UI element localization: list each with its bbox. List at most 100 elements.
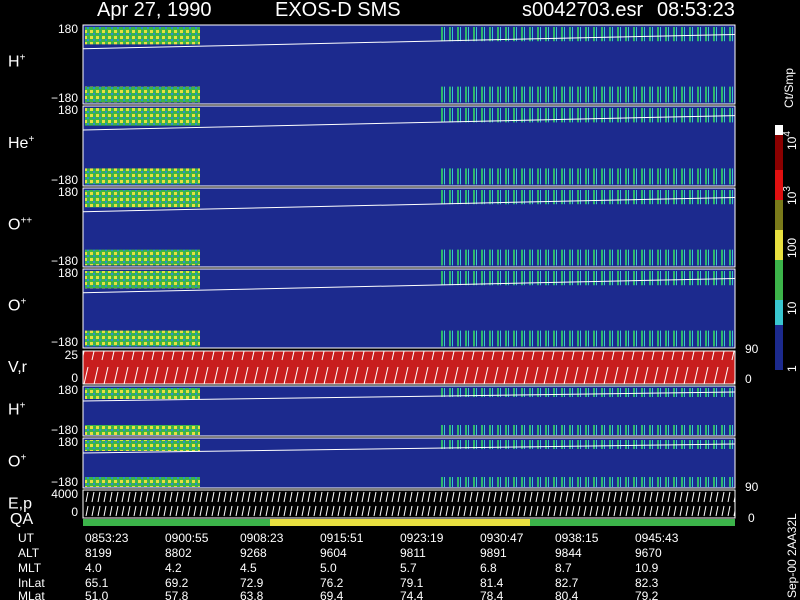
cell: 5.0 — [320, 561, 337, 575]
cell: 76.2 — [320, 576, 344, 590]
row-label: ALT — [18, 546, 40, 560]
trace-line — [82, 277, 736, 294]
cell: 69.4 — [320, 589, 344, 600]
axis-label: 0 — [71, 505, 78, 519]
axis-label: −180 — [51, 335, 78, 349]
spectrogram-region — [440, 27, 735, 42]
panel-label-sup: + — [20, 53, 26, 64]
colorbar-label: 103 — [782, 186, 799, 205]
panel-frame — [82, 24, 736, 105]
cell: 72.9 — [240, 576, 264, 590]
axis-label: 180 — [58, 22, 78, 36]
panel-label: O+ — [8, 453, 26, 471]
cell: 81.4 — [480, 576, 504, 590]
row-label: MLat — [18, 589, 45, 600]
axis-label: −180 — [51, 254, 78, 268]
panel-label: He+ — [8, 134, 34, 152]
spectrogram-region — [85, 249, 200, 266]
spectrogram-region — [440, 477, 735, 487]
cell: 57.8 — [165, 589, 189, 600]
cell: 82.3 — [635, 576, 659, 590]
axis-label: −180 — [51, 475, 78, 489]
colorbar-label-base: 100 — [785, 238, 799, 258]
panel-label-base: H — [8, 402, 20, 419]
spectrogram-region — [440, 271, 735, 286]
panel-frame — [82, 437, 736, 489]
spectrogram-region — [85, 330, 200, 347]
trace-line — [82, 443, 736, 454]
colorbar-label: 100 — [785, 238, 799, 258]
right-axis-label: 0 — [748, 511, 755, 525]
cell: 0915:51 — [320, 531, 364, 545]
cell: 0908:23 — [240, 531, 284, 545]
spectrogram-region — [440, 249, 735, 266]
cell: 8802 — [165, 546, 192, 560]
panel-label-base: O — [8, 454, 20, 471]
cell: 69.2 — [165, 576, 189, 590]
spectrogram-region — [85, 388, 200, 399]
spectrogram-region — [440, 440, 735, 449]
right-axis-label: 0 — [745, 372, 752, 386]
cell: 9811 — [400, 546, 426, 560]
cell: 78.4 — [480, 589, 504, 600]
colorbar-label-base: 10 — [785, 136, 799, 150]
spectrogram-region — [85, 271, 200, 289]
cell: 5.7 — [400, 561, 417, 575]
cell: 79.2 — [635, 589, 659, 600]
cell: 9604 — [320, 546, 347, 560]
cell: 79.1 — [400, 576, 424, 590]
row-label: UT — [18, 531, 35, 545]
info-table: UT 0853:23 0900:55 0908:23 0915:51 0923:19 093… — [18, 531, 679, 600]
file-name: s0042703.esr — [522, 0, 644, 21]
date: Apr 27, 1990 — [97, 0, 212, 21]
axis-label: −180 — [51, 173, 78, 187]
cell: 9891 — [480, 546, 507, 560]
colorbar-label-base: 10 — [785, 191, 799, 205]
colorbar-label: 1 — [785, 365, 799, 372]
cell: 9670 — [635, 546, 662, 560]
axis-label: 25 — [65, 348, 79, 362]
panel-label-sup: + — [20, 297, 26, 308]
cell: 8.7 — [555, 561, 572, 575]
cell: 74.4 — [400, 589, 424, 600]
colorbar-title: Ct/Smp — [782, 68, 796, 108]
spectrogram-region — [85, 86, 200, 103]
spectrogram-region — [85, 190, 200, 208]
spectrogram-region — [85, 27, 200, 45]
row-label: InLat — [18, 576, 45, 590]
cell: 6.8 — [480, 561, 497, 575]
cell: 0945:43 — [635, 531, 679, 545]
cell: 0900:55 — [165, 531, 209, 545]
colorbar-label-sup: 4 — [782, 131, 793, 137]
axis-label: −180 — [51, 91, 78, 105]
trace-line — [82, 391, 736, 402]
cell: 0938:15 — [555, 531, 599, 545]
panel-label: O++ — [8, 216, 32, 234]
time: 08:53:23 — [657, 0, 735, 21]
cell: 63.8 — [240, 589, 264, 600]
cell: 4.0 — [85, 561, 102, 575]
panel-label: E,p — [8, 496, 32, 513]
cell: 0853:23 — [85, 531, 129, 545]
spectrogram-region — [85, 477, 200, 487]
panel-label-base: H — [8, 54, 20, 71]
spectrogram-region — [440, 388, 735, 397]
axis-label: 180 — [58, 266, 78, 280]
panel-label-base: V,r — [8, 359, 28, 376]
spectrogram-region — [85, 440, 200, 451]
panel-label-sup: + — [20, 401, 26, 412]
instrument: EXOS-D SMS — [275, 0, 401, 21]
axis-label: 180 — [58, 435, 78, 449]
axis-label: 180 — [58, 103, 78, 117]
spectrogram-region — [440, 425, 735, 435]
colorbar-label-base: 10 — [785, 301, 799, 315]
axis-label: 180 — [58, 185, 78, 199]
cell: 0930:47 — [480, 531, 524, 545]
right-axis-label: 90 — [745, 480, 759, 494]
trace-line — [82, 33, 736, 50]
cell: 51.0 — [85, 589, 109, 600]
panel-label-base: E,p — [8, 496, 32, 513]
panel-frame — [82, 105, 736, 187]
cell: 4.2 — [165, 561, 182, 575]
